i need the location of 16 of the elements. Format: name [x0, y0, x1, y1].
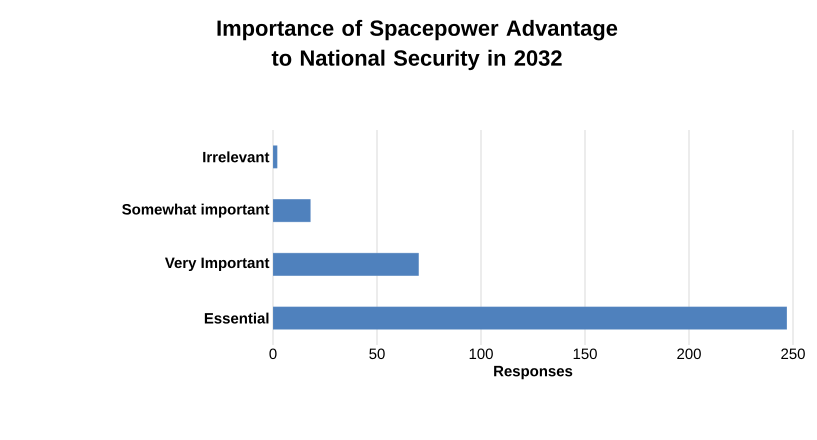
- x-tick-label: 0: [269, 348, 277, 360]
- y-tick-label: Very Important: [164, 258, 270, 272]
- x-tick-label: 200: [677, 348, 701, 360]
- chart-title: Importance of Spacepower Advantage to National Security in 2032: [218, 20, 618, 70]
- bar: [273, 199, 311, 222]
- bar: [273, 306, 787, 330]
- bar: [273, 145, 278, 168]
- x-axis-title: Responses: [494, 366, 572, 380]
- y-tick-label: Essential: [204, 312, 268, 324]
- x-tick-label: 150: [574, 348, 597, 360]
- y-tick-label: Somewhat important: [122, 204, 270, 218]
- x-tick-label: 50: [369, 348, 385, 360]
- bar: [273, 252, 419, 276]
- x-tick-label: 250: [781, 348, 805, 360]
- y-tick-label: Irrelevant: [203, 151, 270, 162]
- x-tick-label: 100: [470, 348, 493, 360]
